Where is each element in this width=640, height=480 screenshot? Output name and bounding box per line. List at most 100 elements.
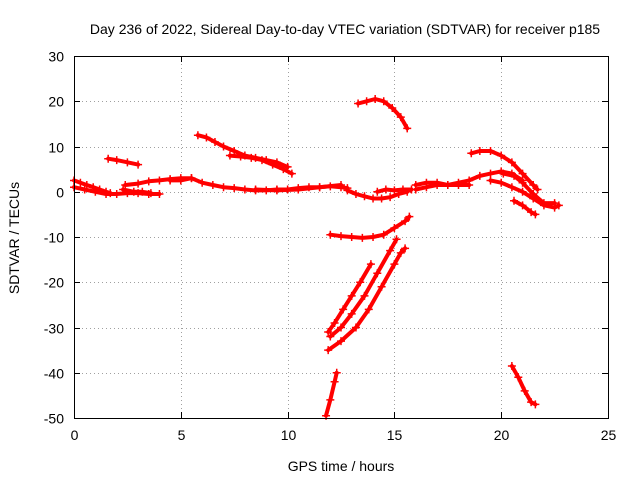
data-series-arc-m <box>326 212 414 242</box>
data-point <box>486 176 495 185</box>
data-point <box>360 291 369 300</box>
y-tick-label: -50 <box>44 411 64 427</box>
data-point <box>144 177 153 186</box>
data-point <box>422 178 431 187</box>
data-point <box>337 323 345 332</box>
y-tick-label: -40 <box>44 366 64 382</box>
data-point <box>356 278 365 287</box>
data-point <box>377 282 386 291</box>
data-point <box>268 160 277 169</box>
x-tick-label: 5 <box>178 427 186 443</box>
x-tick-label: 25 <box>601 427 617 443</box>
data-series-arc-o <box>326 235 401 341</box>
data-point <box>315 183 324 192</box>
data-series-arc-i <box>251 180 345 195</box>
y-tick-label: 30 <box>48 49 64 65</box>
y-axis-ticks: -50 -40 -30 -20 -10 0 10 20 30 <box>44 49 608 427</box>
data-point <box>219 142 228 151</box>
data-point <box>392 235 401 244</box>
data-point <box>527 208 536 217</box>
data-point <box>337 337 345 346</box>
data-point <box>360 192 369 201</box>
data-point <box>198 178 207 187</box>
data-point <box>401 244 410 253</box>
y-tick-label: 20 <box>48 94 64 110</box>
data-point <box>364 305 373 314</box>
x-tick-label: 20 <box>494 427 510 443</box>
data-point <box>467 149 476 158</box>
y-tick-label: 0 <box>56 185 64 201</box>
data-point <box>112 190 121 199</box>
series-track <box>326 262 373 334</box>
data-point <box>347 233 356 241</box>
data-point <box>193 131 202 140</box>
data-point <box>486 169 495 178</box>
data-point <box>507 183 516 192</box>
data-point <box>102 190 111 199</box>
data-series-arc-w <box>510 196 540 219</box>
y-tick-label: -30 <box>44 321 64 337</box>
series-track <box>509 364 538 407</box>
data-point <box>104 154 113 163</box>
y-axis-label: SDTVAR / TECUs <box>6 182 22 294</box>
data-point <box>401 217 410 226</box>
data-point <box>121 180 130 189</box>
data-series-arc-r <box>411 167 527 194</box>
data-point <box>390 186 399 195</box>
series-track <box>106 156 141 167</box>
data-point <box>369 194 378 203</box>
data-point <box>475 171 484 180</box>
data-point <box>403 124 412 133</box>
data-point <box>371 94 380 103</box>
series-track <box>512 198 538 217</box>
data-point <box>347 291 356 300</box>
data-point <box>123 158 132 167</box>
series-track <box>326 246 408 353</box>
data-point <box>379 97 388 106</box>
data-point <box>326 230 335 239</box>
series-track <box>195 133 290 169</box>
data-point <box>507 158 516 167</box>
data-point <box>373 269 382 278</box>
data-point <box>155 190 164 199</box>
data-point <box>272 186 281 195</box>
data-series-arc-s <box>411 178 474 189</box>
data-point <box>166 176 175 185</box>
data-series-arc-l <box>354 94 412 133</box>
data-point <box>176 176 185 185</box>
data-point <box>529 180 538 189</box>
series-track <box>328 237 399 339</box>
data-point <box>219 183 228 192</box>
data-point <box>324 328 333 337</box>
data-point <box>358 233 367 242</box>
data-point <box>347 309 356 318</box>
data-point <box>366 260 375 269</box>
data-point <box>381 185 390 194</box>
data-point <box>351 190 360 199</box>
data-point <box>518 178 527 187</box>
data-point <box>326 332 335 341</box>
data-point <box>390 260 399 269</box>
data-point <box>230 184 239 193</box>
data-series-arc-c <box>104 154 143 169</box>
x-tick-label: 15 <box>387 427 403 443</box>
data-point <box>236 152 245 161</box>
data-point <box>330 318 339 327</box>
data-point <box>531 210 540 219</box>
data-point <box>518 169 527 178</box>
data-point <box>337 180 345 189</box>
data-series-arc-k <box>373 185 416 196</box>
y-tick-label: 10 <box>48 140 64 156</box>
data-point <box>202 133 211 142</box>
data-point <box>287 169 296 178</box>
data-point <box>138 187 147 196</box>
data-series-arc-x <box>507 361 540 409</box>
data-point <box>230 147 239 156</box>
data-point <box>497 178 506 187</box>
data-point <box>112 156 121 165</box>
data-point <box>510 196 519 205</box>
data-series-arc-p <box>324 244 410 355</box>
data-point <box>497 151 506 160</box>
series-track <box>324 370 339 418</box>
